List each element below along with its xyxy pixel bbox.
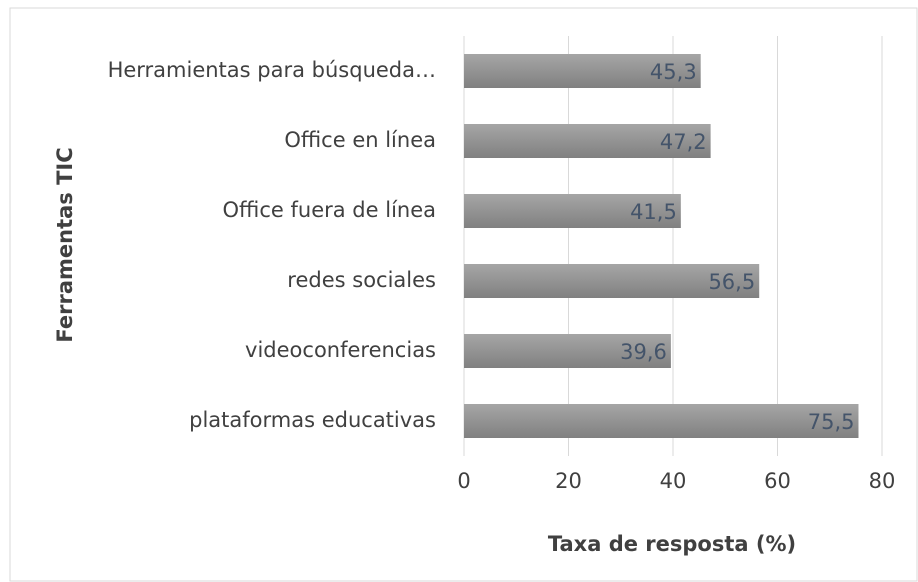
bar xyxy=(464,264,760,298)
value-label: 75,5 xyxy=(808,410,855,434)
y-tick-label: Office en línea xyxy=(284,128,436,152)
x-tick-label: 80 xyxy=(869,469,896,493)
bar xyxy=(464,124,711,158)
y-tick-label: Herramientas para búsqueda… xyxy=(108,58,436,82)
y-tick-label: videoconferencias xyxy=(245,338,436,362)
x-tick-label: 60 xyxy=(764,469,791,493)
x-tick-label: 0 xyxy=(457,469,470,493)
x-axis-label: Taxa de resposta (%) xyxy=(548,532,796,556)
value-label: 45,3 xyxy=(650,60,697,84)
bar xyxy=(464,194,681,228)
y-tick-label: Office fuera de línea xyxy=(223,198,436,222)
value-label: 41,5 xyxy=(630,200,677,224)
value-label: 39,6 xyxy=(620,340,667,364)
value-label: 56,5 xyxy=(708,270,755,294)
value-label: 47,2 xyxy=(660,130,707,154)
x-tick-label: 40 xyxy=(660,469,687,493)
y-tick-label: plataformas educativas xyxy=(189,408,436,432)
bar xyxy=(464,54,701,88)
y-axis-label: Ferramentas TIC xyxy=(53,147,77,342)
x-tick-label: 20 xyxy=(555,469,582,493)
bar xyxy=(464,404,859,438)
bar xyxy=(464,334,671,368)
y-tick-label: redes sociales xyxy=(287,268,436,292)
